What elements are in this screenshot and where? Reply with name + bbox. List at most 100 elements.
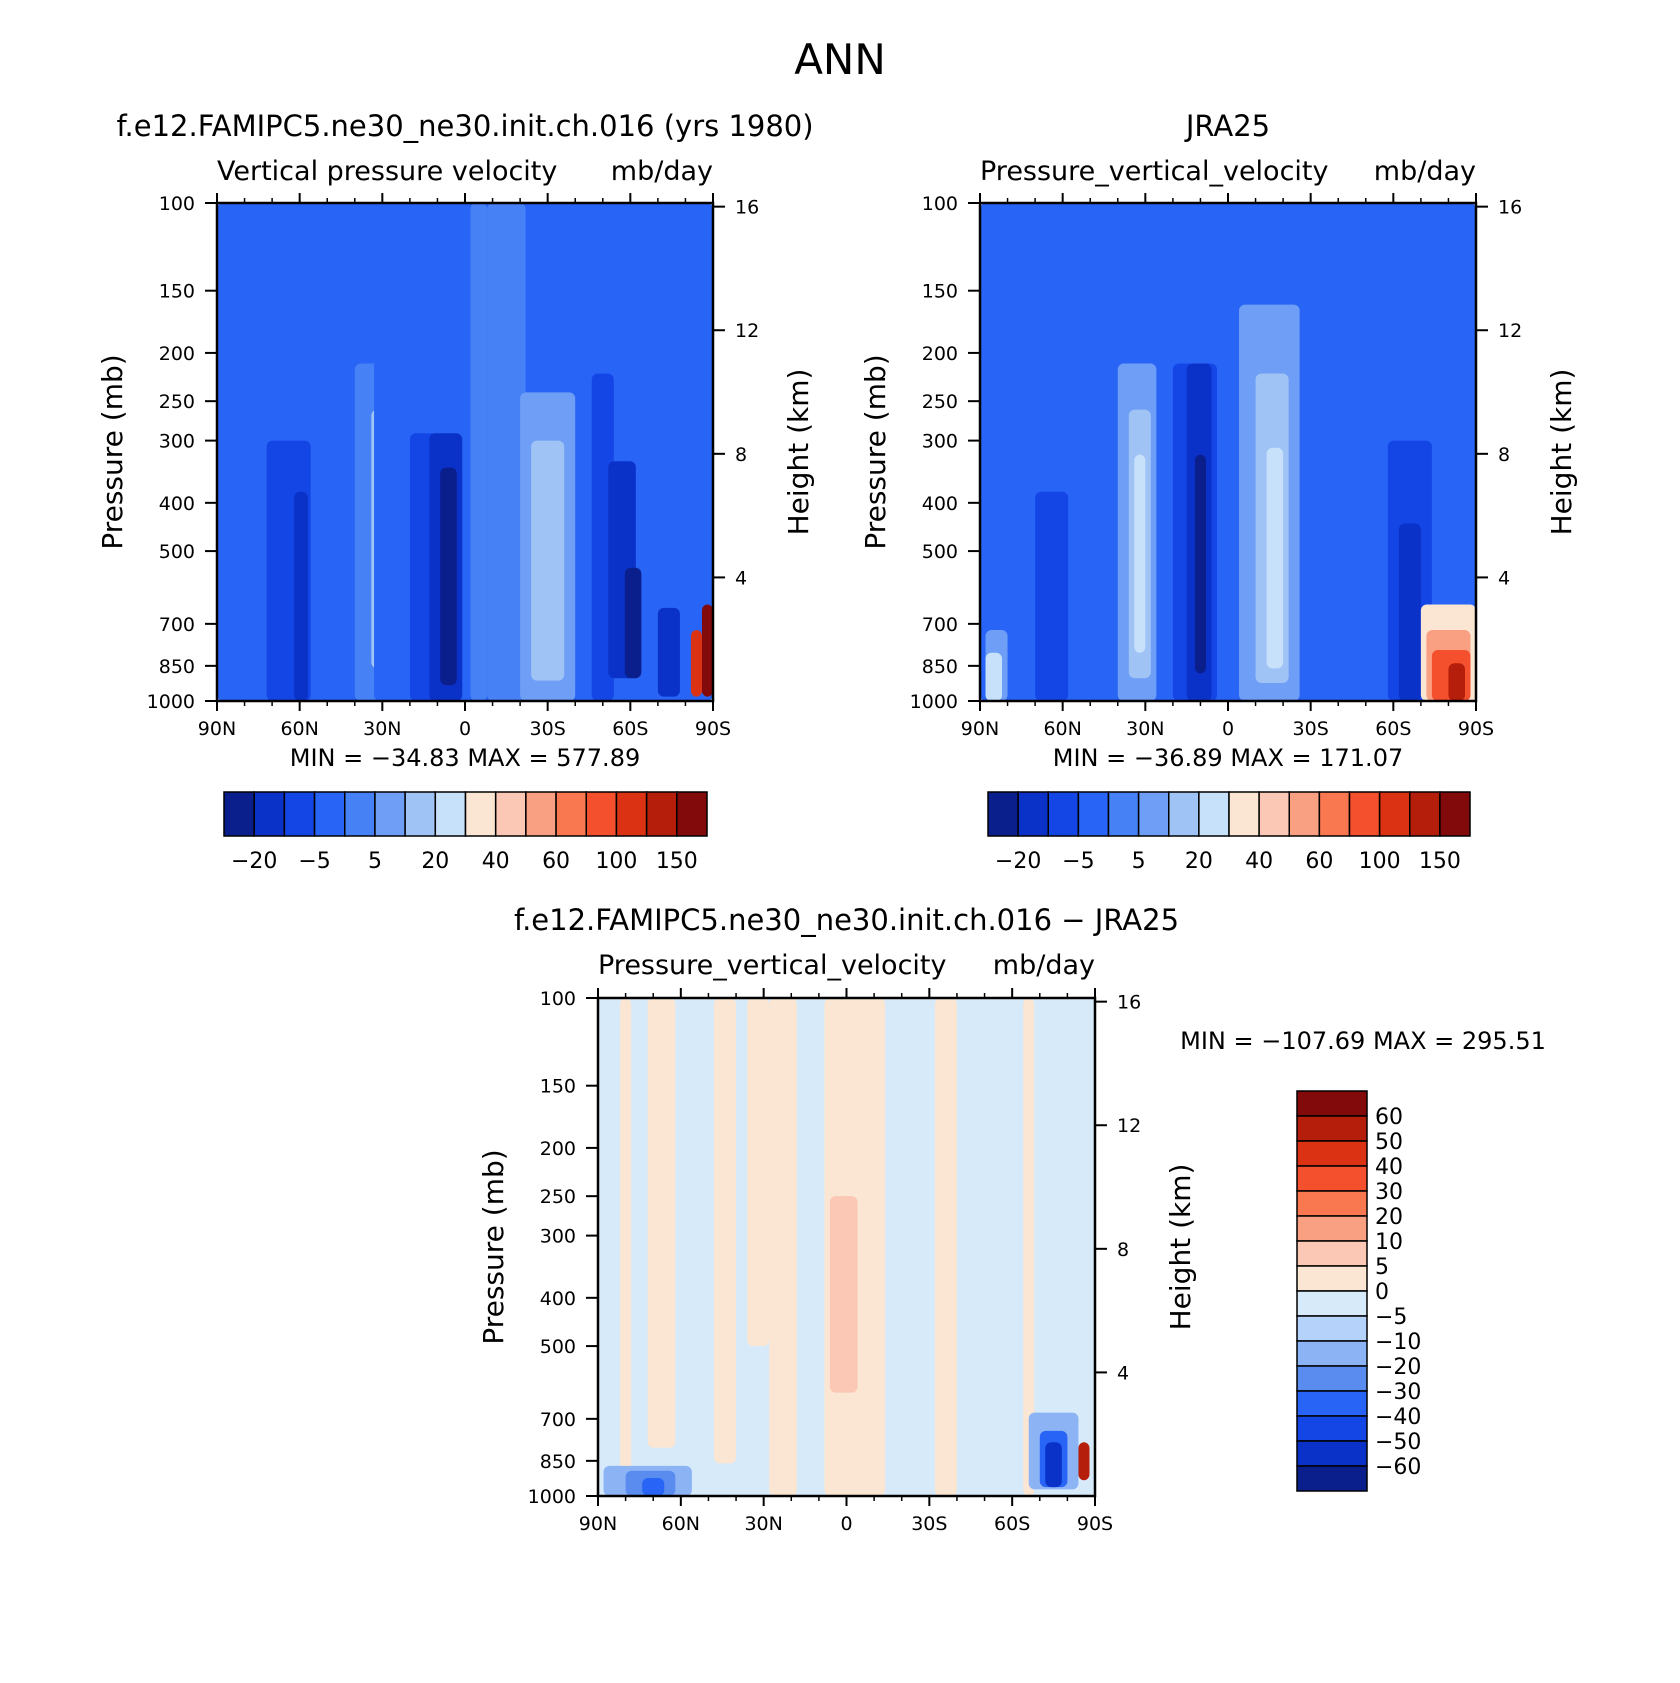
colorbar-swatch: [585, 791, 618, 837]
colorbar-label: 60: [1305, 849, 1333, 874]
y-tick-label: 700: [922, 614, 958, 636]
min-max-stats: MIN = −34.83 MAX = 577.89: [290, 744, 640, 772]
left-subtitle: Pressure_vertical_velocity: [598, 950, 947, 981]
x-tick-label: 60S: [612, 718, 648, 740]
y-tick-label: 400: [159, 493, 195, 515]
colorbar-swatch: [987, 791, 1019, 837]
colorbar-swatch: [344, 791, 376, 837]
colorbar-label: −10: [1375, 1330, 1421, 1355]
y2-tick-label: 12: [1117, 1115, 1141, 1137]
colorbar-swatch: [1296, 1290, 1368, 1317]
contour-band: [647, 998, 676, 1448]
x-tick-label: 0: [459, 718, 471, 740]
contour-band: [713, 998, 737, 1464]
y-tick-label: 500: [159, 541, 195, 563]
colorbar-swatch: [253, 791, 286, 837]
x-tick-label: 90N: [961, 718, 999, 740]
colorbar-label: −5: [1375, 1305, 1407, 1330]
panel-difference: f.e12.FAMIPC5.ne30_ne30.init.ch.016 − JR…: [477, 903, 1546, 1535]
left-subtitle: Vertical pressure velocity: [217, 156, 557, 187]
x-tick-label: 0: [840, 1513, 852, 1535]
contour-band: [1045, 1442, 1062, 1488]
colorbar-swatch: [1168, 791, 1200, 837]
panel-title: JRA25: [1184, 109, 1270, 143]
y2-axis-label: Height (km): [782, 369, 815, 536]
x-tick-label: 90S: [1458, 718, 1494, 740]
colorbar-label: 100: [595, 849, 637, 874]
colorbar-label: −20: [1375, 1355, 1421, 1380]
contour-band: [1134, 454, 1146, 653]
colorbar-swatch: [1296, 1240, 1368, 1267]
contour-band: [769, 998, 797, 1496]
y-tick-label: 850: [159, 656, 195, 678]
contour-band: [440, 467, 457, 686]
colorbar-swatch: [374, 791, 406, 837]
colorbar-label: 5: [368, 849, 382, 874]
y-tick-label: 200: [159, 343, 195, 365]
colorbar-swatch: [615, 791, 648, 837]
contour-band: [1398, 523, 1421, 701]
colorbar-swatch: [1047, 791, 1080, 837]
x-tick-label: 60N: [280, 718, 318, 740]
colorbar-swatch: [434, 791, 467, 837]
y-tick-label: 100: [922, 193, 958, 215]
y2-tick-label: 12: [1498, 320, 1522, 342]
x-tick-label: 30N: [363, 718, 401, 740]
colorbar-swatch: [1296, 1265, 1368, 1292]
y-tick-label: 1000: [528, 1486, 576, 1508]
y2-tick-label: 4: [735, 567, 747, 589]
colorbar-swatch: [1296, 1365, 1368, 1392]
colorbar-swatch: [676, 791, 708, 837]
colorbar-label: −5: [1062, 849, 1094, 874]
units-label: mb/day: [611, 156, 713, 187]
colorbar-label: 20: [421, 849, 449, 874]
contour-band: [624, 567, 642, 679]
y-tick-label: 200: [922, 343, 958, 365]
y-tick-label: 150: [922, 281, 958, 303]
contour-band: [642, 1477, 665, 1496]
y-tick-label: 250: [922, 391, 958, 413]
colorbar-swatch: [283, 791, 316, 837]
colorbar-label: 40: [1245, 849, 1273, 874]
colorbar-label: 40: [482, 849, 510, 874]
contour-band: [1266, 447, 1284, 669]
figure-title: ANN: [794, 35, 886, 84]
colorbar-label: 40: [1375, 1155, 1403, 1180]
contour-band: [1194, 454, 1206, 674]
colorbar-swatch: [1258, 791, 1290, 837]
contour-band: [829, 1196, 858, 1393]
x-tick-label: 90N: [579, 1513, 617, 1535]
min-max-stats: MIN = −36.89 MAX = 171.07: [1053, 744, 1403, 772]
contour-band: [657, 607, 680, 697]
contour-band: [531, 440, 565, 681]
colorbar-swatch: [1017, 791, 1049, 837]
contour-band: [1023, 998, 1035, 1496]
colorbar-label: −50: [1375, 1430, 1421, 1455]
colorbar-swatch: [1296, 1315, 1368, 1342]
x-tick-label: 60N: [1043, 718, 1081, 740]
colorbar-label: −5: [298, 849, 330, 874]
colorbar-label: 100: [1359, 849, 1401, 874]
colorbar-swatch: [555, 791, 587, 837]
panel-title: f.e12.FAMIPC5.ne30_ne30.init.ch.016 (yrs…: [116, 109, 813, 143]
colorbar-label: −30: [1375, 1380, 1421, 1405]
y2-tick-label: 12: [735, 320, 759, 342]
y-tick-label: 850: [922, 656, 958, 678]
y-tick-label: 400: [540, 1288, 576, 1310]
contour-band: [1448, 663, 1465, 701]
colorbar-swatch: [1296, 1190, 1368, 1217]
colorbar-swatch: [1296, 1465, 1368, 1492]
colorbar-swatch: [1077, 791, 1110, 837]
left-subtitle: Pressure_vertical_velocity: [980, 156, 1329, 187]
colorbar-label: 5: [1132, 849, 1146, 874]
x-tick-label: 30N: [744, 1513, 782, 1535]
y2-tick-label: 8: [1498, 444, 1510, 466]
colorbar-swatch: [645, 791, 678, 837]
colorbar-label: 60: [1375, 1105, 1403, 1130]
contour-band: [690, 629, 702, 697]
colorbar-swatch: [1228, 791, 1260, 837]
colorbar-label: 10: [1375, 1230, 1403, 1255]
x-tick-label: 30S: [911, 1513, 947, 1535]
colorbar-label: 150: [656, 849, 698, 874]
